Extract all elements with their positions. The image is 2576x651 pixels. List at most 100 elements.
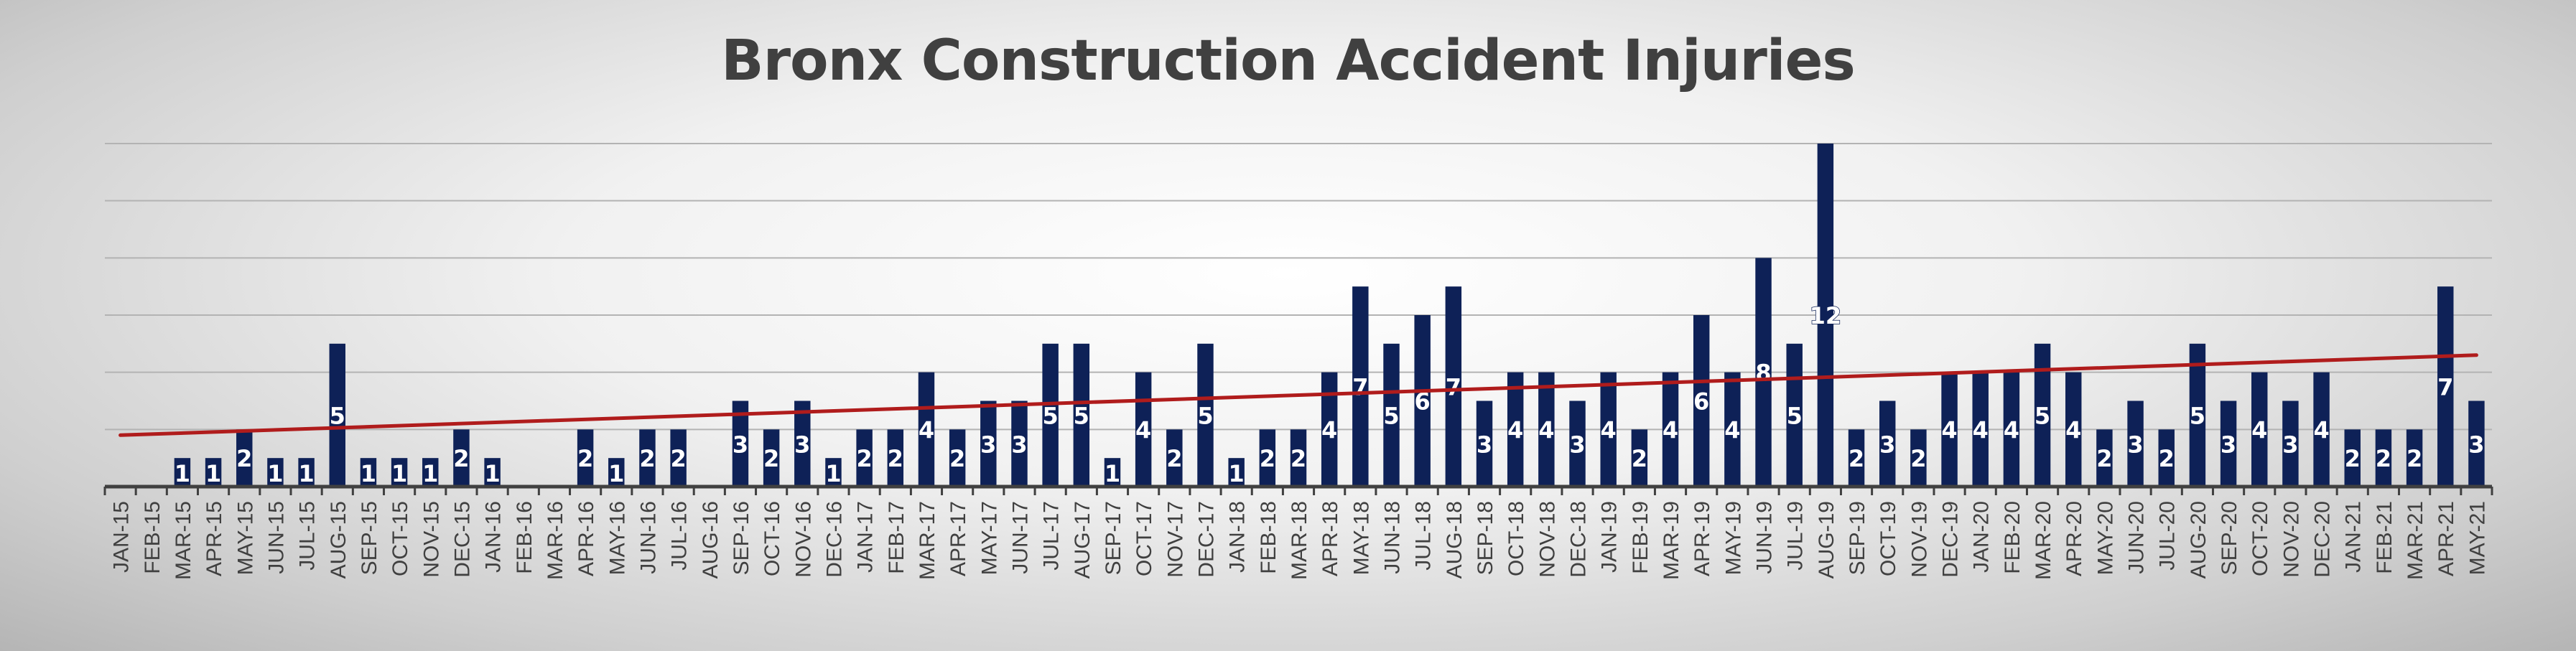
bar [205,458,222,487]
bar [2220,401,2237,487]
x-tick-label: FEB-19 [1629,501,1652,574]
data-label: 3 [733,431,748,458]
bar [577,429,594,487]
bar [422,458,439,487]
bar [2468,401,2485,487]
bar [949,429,966,487]
bar [1383,343,1400,487]
x-tick-label: JUN-16 [636,501,660,574]
x-tick-label: DEC-19 [1939,501,1963,578]
bar [1259,429,1276,487]
bar [887,429,904,487]
data-label: 4 [1538,416,1554,444]
x-tick-label: FEB-15 [141,501,164,574]
x-tick-label: SEP-17 [1102,501,1125,575]
data-label: 7 [1446,374,1461,401]
bar [1879,401,1896,487]
bar [1755,258,1772,487]
x-tick-label: DEC-15 [450,501,474,578]
bar [1073,343,1090,487]
data-label: 3 [1569,431,1585,458]
bar [1476,401,1493,487]
x-tick-label: JUL-19 [1784,501,1808,571]
x-tick-label: APR-21 [2435,501,2458,576]
x-tick-label: MAR-17 [916,501,939,580]
bar [1042,343,1059,487]
x-tick-label: JAN-19 [1598,501,1622,573]
x-tick-label: JUL-17 [1040,501,1064,571]
data-label: 2 [857,445,873,472]
x-tick-label: SEP-20 [2218,501,2241,575]
data-label: 2 [1632,445,1647,472]
data-label: 4 [1507,416,1523,444]
data-label: 4 [1941,416,1957,444]
data-label: 1 [422,460,438,487]
bar [1972,372,1989,487]
x-tick-label: JAN-18 [1226,501,1250,573]
bar [670,429,687,487]
data-label: 7 [1352,374,1368,401]
x-tick-label: MAR-18 [1288,501,1311,580]
data-label: 4 [2313,416,2329,444]
x-tick-label: MAY-18 [1349,501,1373,575]
x-tick-label: DEC-20 [2311,501,2335,578]
data-label: 4 [1601,416,1617,444]
x-tick-label: MAY-17 [977,501,1001,575]
x-tick-label: OCT-16 [761,501,784,576]
x-tick-label: NOV-20 [2279,501,2303,578]
data-label: 4 [2065,416,2081,444]
x-tick-label: NOV-18 [1535,501,1559,578]
bar [1104,458,1121,487]
data-label: 7 [2437,374,2453,401]
data-label: 5 [1787,402,1803,429]
x-tick-label: JAN-20 [1970,501,1994,573]
data-label: 2 [670,445,686,472]
x-tick-label: DEC-18 [1567,501,1591,578]
bar [1197,343,1214,487]
data-label: 2 [1849,445,1864,472]
x-tick-label: JUL-20 [2156,501,2180,571]
x-tick-label: OCT-19 [1877,501,1900,576]
bar [453,429,470,487]
x-tick-label: NOV-19 [1907,501,1931,578]
bar [918,372,935,487]
bar [1352,286,1369,487]
data-label: 5 [1197,402,1213,429]
data-label: 3 [2468,431,2484,458]
bar [2189,343,2206,487]
bar [1941,372,1958,487]
bar [1910,429,1927,487]
data-label: 4 [1135,416,1151,444]
data-label: 3 [1879,431,1895,458]
x-tick-label: APR-17 [947,501,970,576]
bar [1631,429,1648,487]
data-label: 3 [980,431,996,458]
data-label: 6 [1415,388,1431,416]
data-label: 5 [1383,402,1399,429]
x-tick-label: APR-15 [203,501,226,576]
data-label: 1 [205,460,221,487]
bar [732,401,749,487]
data-label: 3 [1477,431,1492,458]
x-tick-label: JUL-16 [668,501,692,571]
x-tick-label: FEB-17 [885,501,908,574]
bar [1228,458,1245,487]
data-label: 2 [1260,445,1275,472]
data-label: 4 [1973,416,1989,444]
bar [980,401,997,487]
x-tick-label: DEC-16 [822,501,846,578]
x-tick-label: JUN-18 [1381,501,1405,574]
data-label: 5 [1043,402,1059,429]
x-tick-label: FEB-18 [1257,501,1280,574]
x-tick-label: APR-19 [1691,501,1714,576]
x-tick-label: MAR-16 [544,501,567,580]
x-tick-label: JAN-17 [854,501,878,573]
bar [360,458,377,487]
x-tick-label: JUL-18 [1412,501,1436,571]
bar [1600,372,1617,487]
data-label: 2 [236,445,252,472]
data-label: 3 [2127,431,2143,458]
bar [2406,429,2423,487]
bar [391,458,408,487]
